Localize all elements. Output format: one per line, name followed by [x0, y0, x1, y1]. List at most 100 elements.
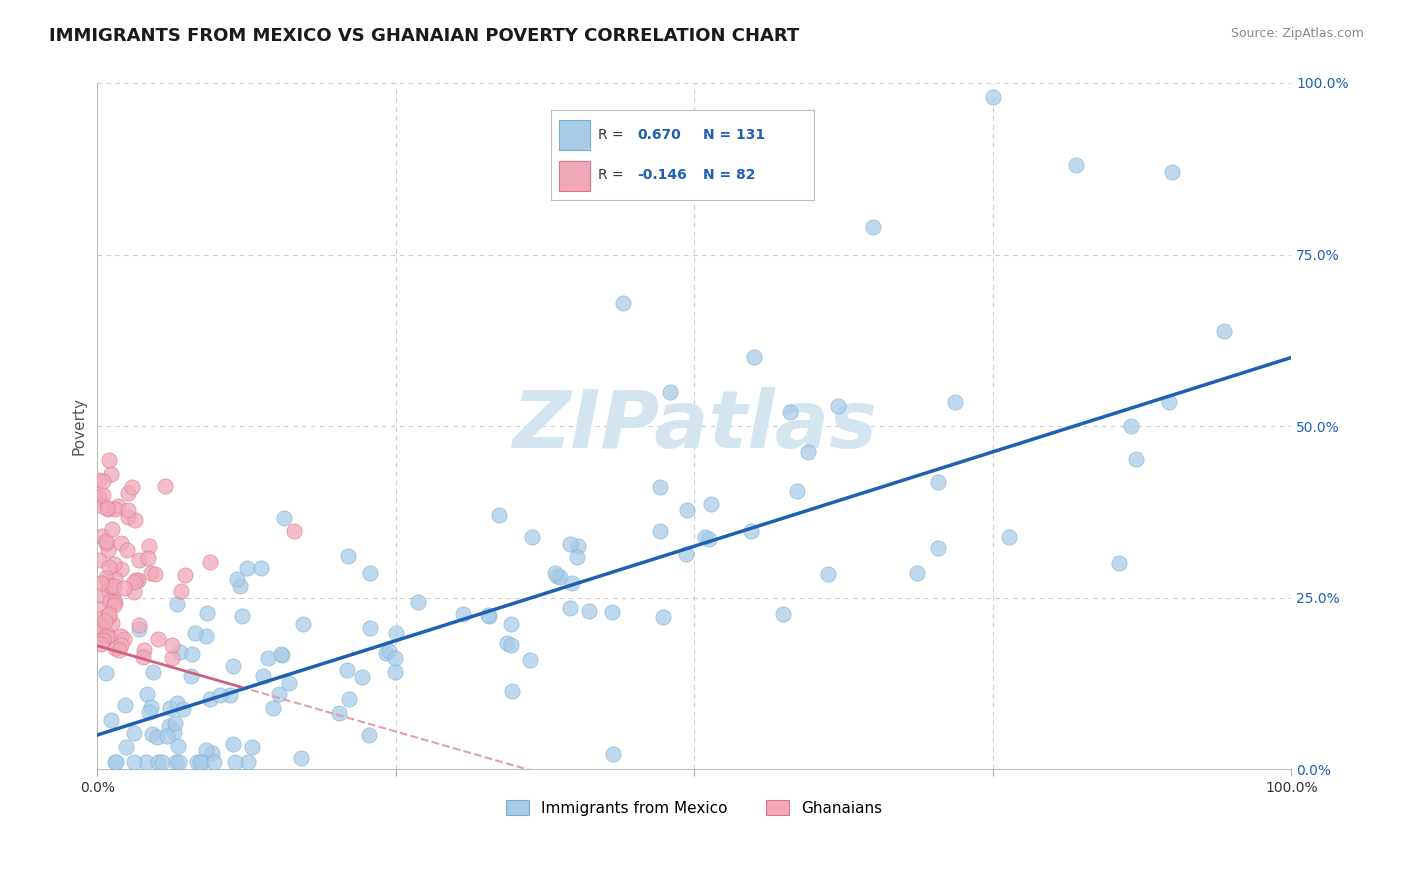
- Point: [114, 698, 136, 712]
- Point: [170, 584, 193, 599]
- Point: [166, 697, 188, 711]
- Point: [162, 651, 184, 665]
- Point: [612, 295, 634, 310]
- Point: [94, 626, 117, 640]
- Point: [96, 574, 118, 588]
- Point: [153, 478, 176, 492]
- Point: [659, 384, 682, 399]
- Point: [250, 561, 273, 575]
- Point: [107, 499, 129, 513]
- Point: [180, 669, 202, 683]
- Point: [87, 600, 110, 615]
- Point: [160, 638, 183, 652]
- Point: [103, 599, 125, 613]
- Point: [862, 220, 884, 235]
- Point: [89, 622, 111, 636]
- Point: [357, 728, 380, 742]
- Point: [138, 539, 160, 553]
- Point: [359, 621, 381, 635]
- Point: [98, 453, 121, 467]
- Point: [103, 579, 125, 593]
- Text: IMMIGRANTS FROM MEXICO VS GHANAIAN POVERTY CORRELATION CHART: IMMIGRANTS FROM MEXICO VS GHANAIAN POVER…: [49, 27, 800, 45]
- Point: [283, 524, 305, 538]
- Point: [374, 647, 396, 661]
- Point: [328, 706, 350, 720]
- Point: [222, 659, 245, 673]
- Point: [191, 756, 214, 770]
- Point: [89, 620, 111, 634]
- Point: [200, 691, 222, 706]
- Point: [146, 632, 169, 646]
- Point: [89, 491, 111, 506]
- Point: [163, 724, 186, 739]
- Point: [229, 579, 252, 593]
- Point: [141, 566, 163, 580]
- Point: [269, 687, 291, 701]
- Point: [180, 647, 202, 661]
- Point: [352, 670, 374, 684]
- Point: [97, 502, 120, 516]
- Point: [817, 567, 839, 582]
- Point: [943, 394, 966, 409]
- Point: [122, 585, 145, 599]
- Point: [121, 480, 143, 494]
- Point: [103, 557, 125, 571]
- Point: [97, 584, 120, 599]
- Point: [186, 756, 208, 770]
- Point: [499, 617, 522, 632]
- Point: [128, 553, 150, 567]
- Point: [927, 541, 949, 555]
- Point: [520, 530, 543, 544]
- Point: [156, 729, 179, 743]
- Point: [501, 638, 523, 652]
- Point: [90, 637, 112, 651]
- Point: [97, 543, 120, 558]
- Point: [110, 638, 132, 652]
- Point: [560, 600, 582, 615]
- Point: [135, 756, 157, 770]
- Point: [827, 399, 849, 413]
- Point: [198, 555, 221, 569]
- Point: [100, 467, 122, 482]
- Point: [146, 731, 169, 745]
- Point: [544, 566, 567, 580]
- Point: [98, 594, 121, 608]
- Point: [252, 668, 274, 682]
- Point: [146, 756, 169, 770]
- Point: [477, 608, 499, 623]
- Point: [150, 756, 173, 770]
- Point: [406, 595, 429, 609]
- Point: [786, 484, 808, 499]
- Point: [174, 567, 197, 582]
- Point: [257, 651, 280, 665]
- Point: [238, 756, 260, 770]
- Point: [779, 405, 801, 419]
- Point: [195, 606, 218, 620]
- Point: [519, 653, 541, 667]
- Point: [700, 497, 723, 511]
- Point: [117, 509, 139, 524]
- Point: [907, 566, 929, 581]
- Point: [104, 572, 127, 586]
- Point: [104, 756, 127, 770]
- Point: [100, 522, 122, 536]
- Point: [1125, 451, 1147, 466]
- Point: [501, 684, 523, 698]
- Point: [270, 647, 292, 661]
- Point: [278, 676, 301, 690]
- Point: [201, 746, 224, 760]
- Point: [91, 628, 114, 642]
- Text: Source: ZipAtlas.com: Source: ZipAtlas.com: [1230, 27, 1364, 40]
- Point: [271, 648, 294, 662]
- Y-axis label: Poverty: Poverty: [72, 397, 86, 455]
- Point: [567, 539, 589, 553]
- Point: [184, 625, 207, 640]
- Point: [558, 537, 581, 551]
- Point: [1159, 394, 1181, 409]
- Point: [139, 700, 162, 714]
- Point: [927, 475, 949, 489]
- Point: [100, 713, 122, 727]
- Point: [167, 739, 190, 754]
- Point: [699, 533, 721, 547]
- Point: [981, 89, 1004, 103]
